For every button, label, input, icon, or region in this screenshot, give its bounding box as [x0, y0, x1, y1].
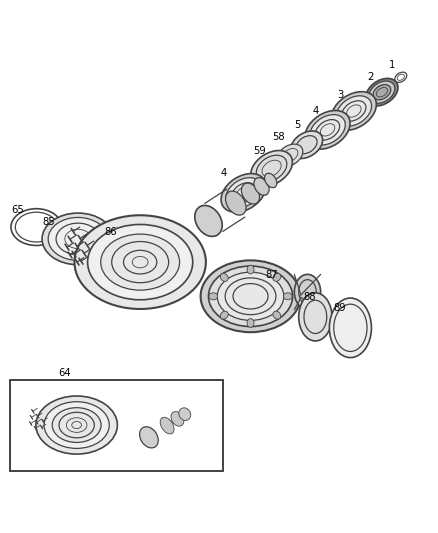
Ellipse shape: [273, 273, 281, 281]
Ellipse shape: [247, 319, 254, 327]
Ellipse shape: [294, 274, 321, 310]
Ellipse shape: [336, 96, 371, 126]
Ellipse shape: [52, 408, 101, 442]
Ellipse shape: [48, 217, 108, 260]
Ellipse shape: [254, 177, 269, 195]
Text: 4: 4: [312, 106, 318, 116]
Ellipse shape: [273, 311, 281, 319]
Ellipse shape: [283, 293, 292, 300]
Ellipse shape: [74, 215, 206, 309]
Text: 2: 2: [367, 72, 373, 82]
Ellipse shape: [277, 144, 303, 166]
Ellipse shape: [208, 266, 293, 327]
Ellipse shape: [36, 396, 117, 454]
Ellipse shape: [88, 224, 193, 300]
Ellipse shape: [44, 402, 109, 448]
Ellipse shape: [369, 81, 395, 103]
Ellipse shape: [366, 78, 398, 106]
Text: 1: 1: [389, 60, 395, 70]
Ellipse shape: [247, 265, 254, 274]
Ellipse shape: [299, 293, 332, 341]
Ellipse shape: [305, 110, 350, 149]
Ellipse shape: [217, 272, 284, 320]
Ellipse shape: [226, 177, 261, 208]
Ellipse shape: [101, 234, 180, 290]
Text: 86: 86: [104, 228, 117, 237]
Ellipse shape: [332, 92, 376, 131]
Ellipse shape: [226, 191, 246, 215]
Text: 89: 89: [334, 303, 346, 313]
Ellipse shape: [140, 427, 158, 448]
Ellipse shape: [251, 150, 293, 186]
Ellipse shape: [220, 273, 228, 281]
Ellipse shape: [241, 183, 260, 204]
Text: 64: 64: [59, 368, 71, 378]
Text: 3: 3: [338, 90, 344, 100]
Ellipse shape: [220, 311, 228, 319]
Text: 58: 58: [272, 132, 285, 142]
Ellipse shape: [373, 85, 391, 100]
Ellipse shape: [221, 174, 266, 212]
Ellipse shape: [329, 298, 371, 358]
Text: 87: 87: [265, 270, 278, 280]
Ellipse shape: [179, 408, 191, 421]
Ellipse shape: [290, 131, 323, 158]
Text: 85: 85: [43, 217, 55, 227]
Ellipse shape: [209, 293, 218, 300]
Ellipse shape: [42, 213, 114, 265]
Ellipse shape: [310, 115, 345, 145]
Text: 59: 59: [253, 146, 266, 156]
Text: 65: 65: [11, 205, 24, 215]
Text: 5: 5: [294, 120, 300, 131]
Text: 4: 4: [220, 168, 226, 178]
Ellipse shape: [265, 173, 277, 188]
Ellipse shape: [160, 417, 174, 434]
Bar: [10, 379, 223, 472]
Ellipse shape: [195, 206, 222, 237]
Ellipse shape: [171, 411, 184, 426]
Ellipse shape: [201, 260, 300, 332]
Text: 88: 88: [303, 292, 315, 302]
